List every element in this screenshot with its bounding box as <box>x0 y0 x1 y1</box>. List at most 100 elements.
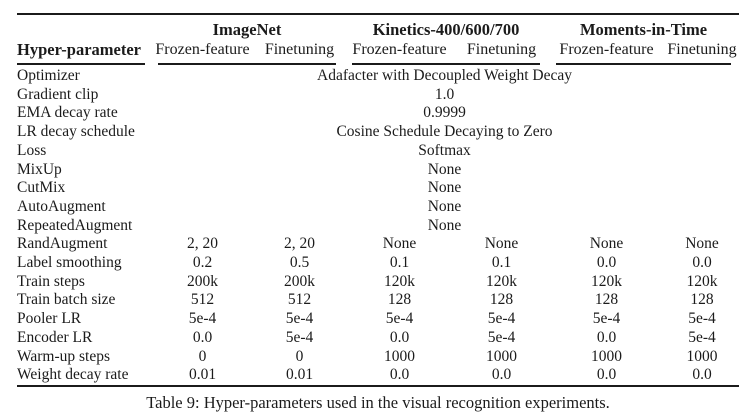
empty-corner-cell <box>17 14 150 40</box>
value-cell: 5e-4 <box>385 310 414 328</box>
table-row: Encoder LR 0.0 5e-4 0.0 5e-4 0.0 5e-4 <box>17 329 739 348</box>
table-row: RepeatedAugment None <box>17 217 739 236</box>
value-cell: 512 <box>287 291 312 309</box>
value-cell: 5e-4 <box>487 328 516 346</box>
value-cell: None <box>685 235 719 253</box>
value-cell: None <box>382 235 417 253</box>
value-cell: 5e-4 <box>688 328 716 346</box>
subheader-moments-frozen: Frozen-feature <box>559 41 654 58</box>
value-cell: 5e-4 <box>688 310 716 328</box>
table-row: RandAugment 2, 20 2, 20 None None None None <box>17 235 739 254</box>
value-cell: 120k <box>686 272 718 290</box>
table-row: AutoAugment None <box>17 198 739 217</box>
param-header-rule <box>17 63 145 65</box>
table-row: Warm-up steps 0 0 1000 1000 1000 1000 <box>17 348 739 367</box>
value-cell: 0.0 <box>491 366 512 384</box>
kinetics-group-rule <box>352 63 541 65</box>
imagenet-group-rule <box>158 63 337 65</box>
value-cell: 0.0 <box>389 366 410 384</box>
value-cell: 0.5 <box>289 254 310 272</box>
value-cell: 2, 20 <box>284 235 315 253</box>
group-header-moments: Moments-in-Time <box>579 20 708 39</box>
subheader-moments-finetuning: Finetuning <box>667 41 737 58</box>
param-cell: RandAugment <box>17 235 108 253</box>
kinetics-rule-cell <box>344 60 548 67</box>
subheader-kinetics-finetuning: Finetuning <box>466 41 537 58</box>
imagenet-rule-cell <box>150 60 344 67</box>
value-cell: 200k <box>187 272 218 290</box>
value-cell: 0.0 <box>389 328 410 346</box>
value-cell: 120k <box>384 272 416 290</box>
moments-rule-cell <box>548 60 739 67</box>
table-row: Loss Softmax <box>17 142 739 161</box>
param-cell: Train steps <box>17 272 85 290</box>
value-cell: 128 <box>690 291 714 309</box>
value-cell: 2, 20 <box>187 235 218 253</box>
span-value-cell: Cosine Schedule Decaying to Zero <box>336 123 553 141</box>
value-cell: 128 <box>387 291 412 309</box>
span-value-cell: None <box>427 197 462 215</box>
value-cell: 120k <box>486 272 518 290</box>
value-cell: 0 <box>295 347 304 365</box>
value-cell: 5e-4 <box>285 310 314 328</box>
param-cell: Weight decay rate <box>17 366 129 384</box>
param-cell: RepeatedAugment <box>17 216 133 234</box>
subheader-imagenet-frozen: Frozen-feature <box>155 41 250 58</box>
paper-table-figure: ImageNet Kinetics-400/600/700 Moments-in… <box>17 13 740 412</box>
header-rule-row <box>17 60 739 67</box>
table-row: CutMix None <box>17 179 739 198</box>
span-value-cell: 1.0 <box>434 85 455 103</box>
value-cell: 5e-4 <box>285 328 314 346</box>
param-cell: Optimizer <box>17 67 80 84</box>
param-cell: Loss <box>17 141 47 159</box>
table-body: Optimizer Adafacter with Decoupled Weight… <box>17 67 739 386</box>
value-cell: 1000 <box>686 347 718 365</box>
value-cell: 0.0 <box>192 328 213 346</box>
value-cell: 0.0 <box>692 366 712 384</box>
subheader-imagenet-finetuning: Finetuning <box>264 41 335 58</box>
subheader-kinetics-frozen: Frozen-feature <box>352 41 447 58</box>
span-value-cell: None <box>427 160 462 178</box>
value-cell: 5e-4 <box>188 310 217 328</box>
param-header-rule-cell <box>17 60 150 67</box>
group-header-imagenet: ImageNet <box>212 20 282 39</box>
table-row: Optimizer Adafacter with Decoupled Weight… <box>17 67 739 86</box>
value-cell: 0.1 <box>389 254 410 272</box>
table-row: Pooler LR 5e-4 5e-4 5e-4 5e-4 5e-4 5e-4 <box>17 310 739 329</box>
hyper-parameter-table: ImageNet Kinetics-400/600/700 Moments-in… <box>17 13 740 387</box>
value-cell: None <box>484 235 519 253</box>
param-cell: LR decay schedule <box>17 123 135 141</box>
sub-header-row: Hyper-parameter Frozen-feature Finetunin… <box>17 40 739 60</box>
value-cell: None <box>589 235 624 253</box>
group-header-row: ImageNet Kinetics-400/600/700 Moments-in… <box>17 14 739 40</box>
table-row: LR decay schedule Cosine Schedule Decayin… <box>17 123 739 142</box>
value-cell: 1000 <box>486 347 518 365</box>
table-row: Train steps 200k 200k 120k 120k 120k 120k <box>17 273 739 292</box>
value-cell: 0.2 <box>192 254 213 272</box>
table-row: Train batch size 512 512 128 128 128 128 <box>17 291 739 310</box>
value-cell: 0.0 <box>596 254 617 272</box>
param-cell: CutMix <box>17 179 66 197</box>
param-column-header: Hyper-parameter <box>17 40 141 59</box>
value-cell: 200k <box>284 272 315 290</box>
value-cell: 0.0 <box>596 328 617 346</box>
value-cell: 0.01 <box>285 366 314 384</box>
param-cell: Warm-up steps <box>17 347 111 365</box>
value-cell: 5e-4 <box>487 310 516 328</box>
value-cell: 128 <box>489 291 514 309</box>
table-row: EMA decay rate 0.9999 <box>17 104 739 123</box>
moments-group-rule <box>556 63 732 65</box>
table-row: Label smoothing 0.2 0.5 0.1 0.1 0.0 0.0 <box>17 254 739 273</box>
table-caption: Table 9: Hyper-parameters used in the vi… <box>146 392 610 412</box>
param-cell: AutoAugment <box>17 197 106 215</box>
value-cell: 0.0 <box>596 366 617 384</box>
span-value-cell: None <box>427 216 462 234</box>
param-cell: Label smoothing <box>17 254 122 272</box>
value-cell: 5e-4 <box>592 310 621 328</box>
param-cell: MixUp <box>17 160 62 178</box>
span-value-cell: Adafacter with Decoupled Weight Decay <box>317 67 572 84</box>
param-cell: Pooler LR <box>17 310 82 328</box>
value-cell: 120k <box>591 272 623 290</box>
value-cell: 1000 <box>591 347 623 365</box>
param-cell: Gradient clip <box>17 85 99 103</box>
